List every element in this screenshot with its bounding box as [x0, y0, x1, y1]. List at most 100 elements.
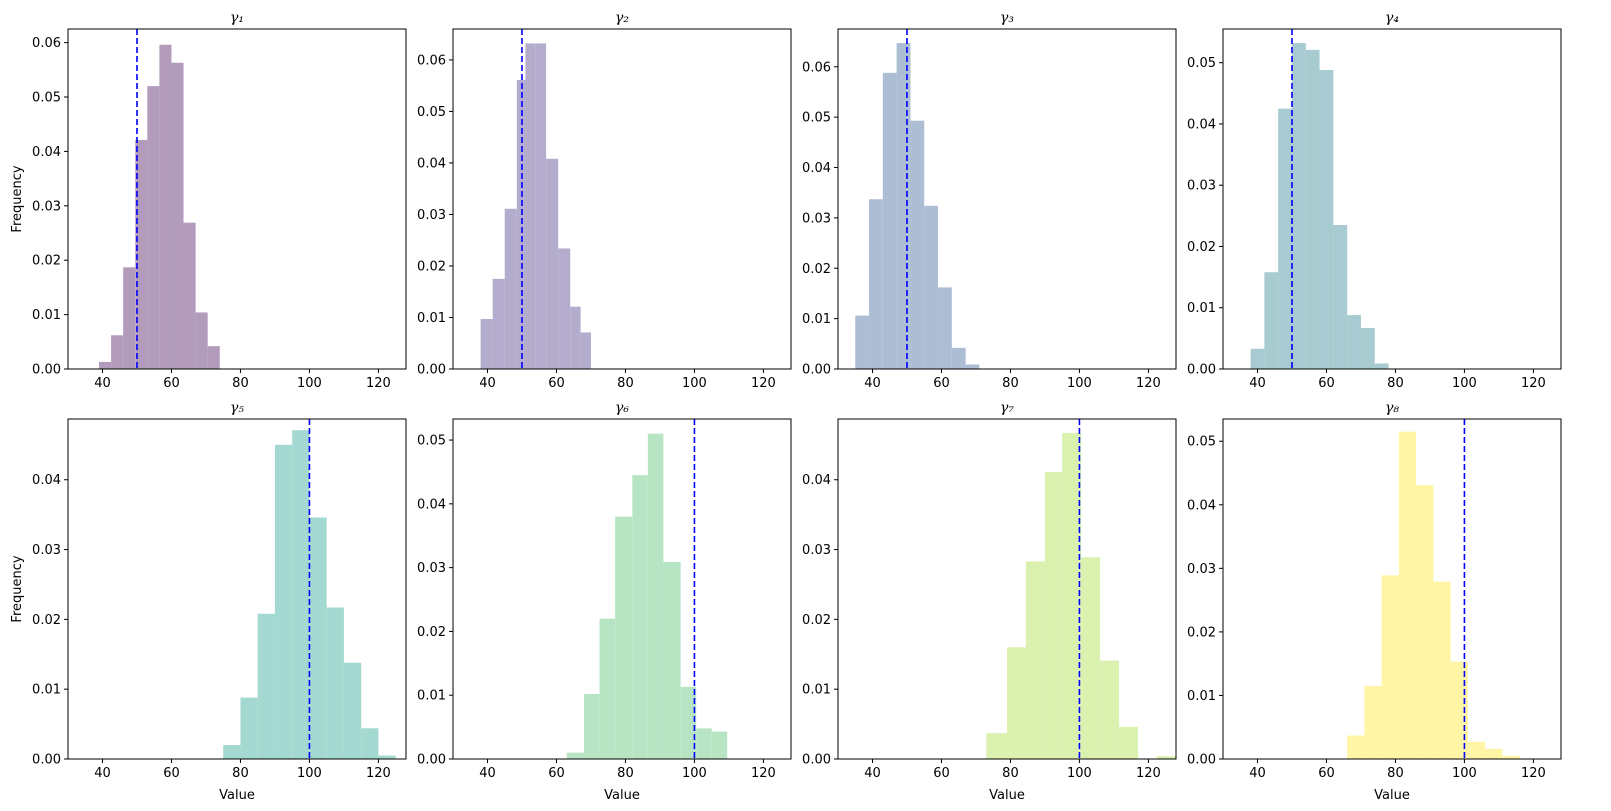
histogram-bar	[570, 306, 581, 369]
x-tick-label: 120	[751, 376, 776, 391]
histogram-bar	[99, 361, 112, 369]
histogram-bar	[558, 248, 571, 369]
histogram-bar	[1305, 49, 1320, 369]
x-tick-label: 40	[1249, 376, 1266, 391]
y-tick-label: 0.00	[802, 363, 831, 378]
x-tick-label: 40	[864, 376, 881, 391]
histogram-bar	[1081, 557, 1101, 759]
histogram-bar	[599, 618, 616, 759]
y-axis-label: Frequency	[10, 555, 25, 622]
y-tick-label: 0.02	[802, 613, 831, 628]
x-tick-label: 80	[1002, 766, 1019, 781]
x-tick-label: 80	[1002, 376, 1019, 391]
histogram-bar	[1360, 327, 1375, 369]
x-tick-label: 60	[933, 376, 950, 391]
y-axis-label: Frequency	[10, 165, 25, 232]
panel-title: γ₄	[1385, 10, 1399, 26]
y-tick-label: 0.00	[802, 753, 831, 768]
histogram-bar	[1264, 272, 1279, 369]
y-tick-label: 0.04	[1187, 498, 1216, 513]
histogram-bar	[1398, 431, 1417, 759]
x-tick-label: 80	[1387, 766, 1404, 781]
y-tick-label: 0.03	[1187, 562, 1216, 577]
x-tick-label: 120	[1521, 766, 1546, 781]
histogram-bar	[147, 86, 160, 370]
histogram-panel-1: 40 60 80 100 120 0.00 0.01 0.02 0.03 0.04 0.05 0.06…	[10, 10, 407, 391]
histogram-bar	[326, 607, 344, 759]
x-tick-label: 60	[548, 766, 565, 781]
panel-title: γ₈	[1385, 400, 1399, 416]
histogram-bar	[882, 72, 897, 370]
histogram-bar	[1374, 363, 1389, 369]
y-tick-label: 0.02	[32, 613, 61, 628]
x-tick-label: 100	[297, 376, 322, 391]
x-tick-label: 60	[933, 766, 950, 781]
panel-title: γ₇	[1000, 400, 1014, 416]
y-tick-label: 0.01	[32, 683, 61, 698]
histogram-bar	[711, 731, 728, 759]
x-tick-label: 60	[163, 766, 180, 781]
y-tick-label: 0.02	[417, 625, 446, 640]
x-tick-label: 120	[366, 766, 391, 781]
histogram-bar	[910, 120, 925, 369]
histogram-panel-3: 40 60 80 100 120 0.00 0.01 0.02 0.03 0.04 0.05 0.06…	[802, 10, 1177, 391]
panel-title: γ₂	[615, 10, 629, 26]
x-tick-label: 100	[1067, 766, 1092, 781]
y-tick-label: 0.03	[32, 543, 61, 558]
x-tick-label: 80	[232, 766, 249, 781]
histogram-bar	[855, 315, 870, 369]
y-tick-label: 0.04	[802, 473, 831, 488]
axes-frame	[1222, 418, 1562, 760]
x-tick-label: 100	[682, 376, 707, 391]
histogram-bar	[1450, 661, 1468, 759]
y-tick-label: 0.00	[417, 753, 446, 768]
histogram-bar	[615, 516, 633, 759]
histogram-bar	[1100, 660, 1120, 759]
y-tick-label: 0.00	[1187, 363, 1216, 378]
histogram-bar	[696, 728, 712, 759]
histogram-bar	[274, 444, 293, 759]
histogram-panel-4: 40 60 80 100 120 0.00 0.01 0.02 0.03 0.04 0.05 γ₄	[1187, 10, 1562, 391]
histogram-bar	[1062, 432, 1082, 759]
histogram-bar	[159, 44, 172, 369]
axes-frame	[67, 418, 407, 760]
y-tick-label: 0.03	[1187, 179, 1216, 194]
x-axis-label: Value	[1374, 788, 1410, 803]
y-tick-label: 0.04	[417, 156, 446, 171]
y-tick-label: 0.01	[417, 689, 446, 704]
y-tick-label: 0.02	[417, 259, 446, 274]
y-tick-label: 0.03	[32, 199, 61, 214]
x-tick-label: 100	[682, 766, 707, 781]
histogram-bar	[1025, 561, 1045, 759]
histogram-bar	[492, 278, 505, 369]
histogram-bar	[309, 517, 327, 759]
x-axis-label: Value	[604, 788, 640, 803]
x-tick-label: 60	[548, 376, 565, 391]
histogram-bar	[223, 745, 241, 759]
histogram-bar	[1381, 575, 1399, 759]
x-tick-label: 80	[617, 376, 634, 391]
histogram-panel-5: 40 60 80 100 120 0.00 0.01 0.02 0.03 0.04 γ₅ Value F…	[10, 400, 407, 803]
panel-title: γ₁	[230, 10, 244, 26]
y-tick-label: 0.00	[417, 363, 446, 378]
histogram-bar	[1485, 748, 1503, 759]
histogram-bar	[584, 693, 600, 759]
histogram-bar	[480, 319, 493, 369]
histogram-bar	[1347, 735, 1365, 759]
histogram-bar	[1333, 225, 1348, 369]
histogram-bar	[566, 752, 585, 759]
y-tick-label: 0.04	[1187, 117, 1216, 132]
histogram-bar	[647, 433, 664, 759]
histogram-bar	[1044, 472, 1063, 759]
y-tick-label: 0.01	[1187, 689, 1216, 704]
x-tick-label: 100	[1067, 376, 1092, 391]
histogram-bar	[924, 205, 939, 369]
histogram-bar	[535, 43, 547, 369]
axes-frame	[837, 28, 1177, 370]
axes-frame	[452, 418, 792, 760]
histogram-bar	[1119, 726, 1139, 759]
histogram-bar	[938, 287, 952, 369]
histogram-panel-7: 40 60 80 100 120 0.00 0.01 0.02 0.03 0.04 γ₇ Value	[802, 400, 1177, 803]
x-tick-label: 40	[479, 766, 496, 781]
